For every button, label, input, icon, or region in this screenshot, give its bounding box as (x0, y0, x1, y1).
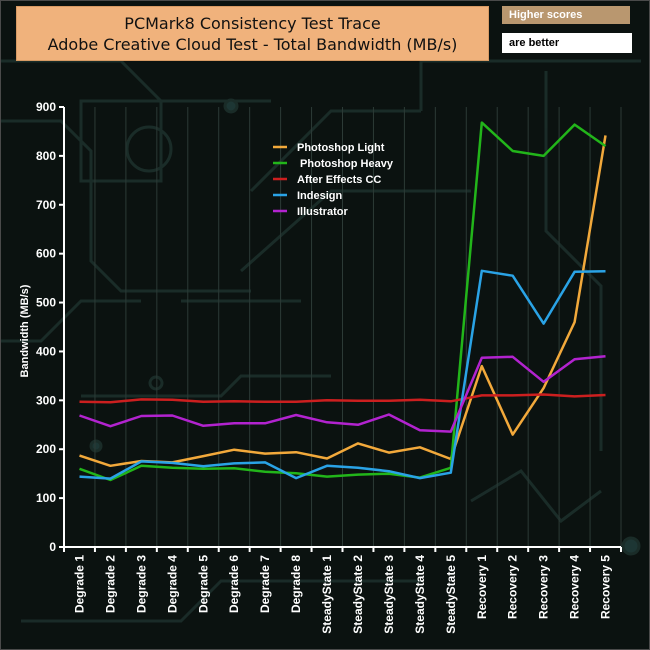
x-tick-label: Degrade 3 (134, 555, 148, 613)
x-tick-label: Recovery 5 (599, 555, 613, 619)
series-line (79, 393, 606, 404)
x-tick-label: Degrade 8 (289, 555, 303, 613)
legend-label: Indesign (297, 190, 343, 202)
axes (59, 106, 622, 552)
y-tick-label: 900 (36, 100, 56, 114)
y-tick-label: 200 (36, 442, 56, 456)
x-tick-label: SteadyState 2 (351, 555, 365, 634)
y-tick-label: 700 (36, 198, 56, 212)
legend: Photoshop Light Photoshop Heavy After Eff… (273, 142, 394, 218)
y-tick-label: 500 (36, 296, 56, 310)
higher-scores-note: Higher scores (502, 6, 630, 24)
legend-label: Photoshop Light (297, 142, 385, 154)
x-tick-label: Degrade 6 (227, 555, 241, 613)
y-tick-label: 0 (49, 540, 56, 554)
x-tick-label: Recovery 3 (537, 555, 551, 619)
chart-title-line1: PCMark8 Consistency Test Trace (124, 14, 381, 33)
series-lines (79, 121, 607, 482)
x-tick-label: Recovery 4 (568, 555, 582, 619)
x-tick-label: Recovery 1 (475, 555, 489, 619)
x-tick-label: SteadyState 4 (413, 555, 427, 634)
chart-title-line2: Adobe Creative Cloud Test - Total Bandwi… (47, 35, 458, 54)
legend-label: Illustrator (297, 206, 348, 218)
x-tick-label: Degrade 1 (72, 555, 86, 613)
x-tick-label: SteadyState 1 (320, 555, 334, 634)
x-tick-label: Recovery 2 (506, 555, 520, 619)
series-line (79, 269, 606, 480)
vertical-gridlines (63, 107, 622, 547)
y-tick-label: 100 (36, 491, 56, 505)
y-tick-label: 300 (36, 393, 56, 407)
circuit-background (1, 59, 641, 623)
y-tick-label: 400 (36, 344, 56, 358)
x-tick-label: Degrade 2 (103, 555, 117, 613)
x-axis-tick-labels: Degrade 1 Degrade 2 Degrade 3 Degrade 4 Degr… (72, 555, 612, 634)
y-tick-label: 600 (36, 247, 56, 261)
are-better-note: are better (502, 33, 632, 53)
legend-label: Photoshop Heavy (297, 158, 394, 170)
x-tick-label: Degrade 7 (258, 555, 272, 613)
y-axis-label: Bandwidth (MB/s) (19, 284, 31, 377)
chart-title-box: PCMark8 Consistency Test Trace Adobe Cre… (16, 6, 489, 61)
x-tick-label: Degrade 5 (196, 555, 210, 613)
x-tick-label: SteadyState 5 (444, 555, 458, 634)
x-tick-label: SteadyState 3 (382, 555, 396, 634)
y-tick-label: 800 (36, 149, 56, 163)
legend-label: After Effects CC (297, 174, 381, 186)
series-line (79, 121, 607, 482)
series-line (79, 355, 606, 433)
x-tick-label: Degrade 4 (165, 555, 179, 613)
y-axis-tick-labels: 0 100 200 300 400 500 600 700 800 900 (36, 100, 56, 554)
